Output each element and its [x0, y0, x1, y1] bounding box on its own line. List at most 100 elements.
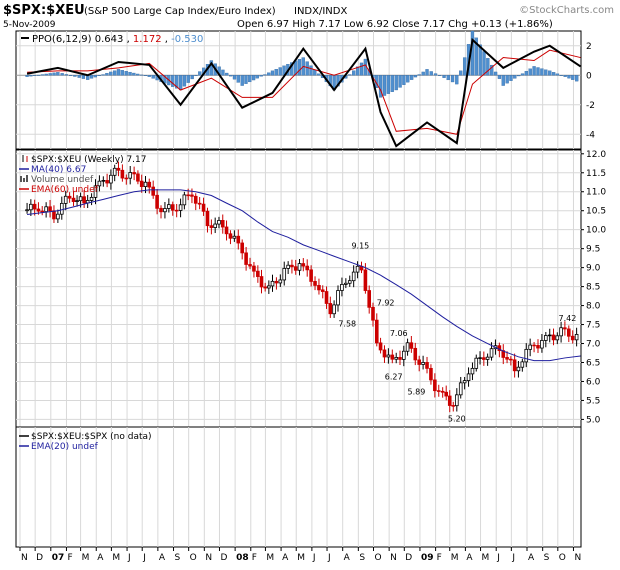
- price-bar: [574, 333, 579, 341]
- price-bar: [151, 186, 155, 196]
- ppo-hist-bar: [317, 73, 321, 76]
- price-bar: [386, 354, 391, 358]
- x-tick-label: O: [559, 553, 566, 563]
- price-bar: [259, 276, 264, 288]
- price-bar: [75, 200, 79, 202]
- price-bar: [512, 359, 517, 372]
- ppo-hist-bar: [517, 75, 521, 77]
- ppo-hist-bar: [228, 75, 233, 77]
- ppo-hist-bar: [382, 75, 387, 96]
- price-bar: [159, 207, 163, 213]
- ppo-hist-bar: [120, 70, 124, 76]
- ppo-hist-bar: [390, 75, 394, 92]
- price-annotation: 5.20: [448, 414, 466, 423]
- price-bar: [466, 373, 471, 381]
- price-bar: [116, 167, 121, 171]
- ppo-hist-bar: [232, 75, 237, 80]
- x-tick-label: D: [36, 553, 43, 563]
- x-tick-label: 09: [421, 553, 434, 563]
- price-bar: [244, 252, 248, 265]
- ppo-hist-bar: [97, 75, 101, 76]
- price-bar: [451, 405, 456, 407]
- ppo-legend: PPO(6,12,9) 0.643 , 1.172 , -0.530: [32, 34, 203, 45]
- x-tick-label: 07: [52, 553, 65, 563]
- ppo-hist-bar: [402, 75, 406, 85]
- price-bar: [536, 345, 540, 349]
- ppo-label: PPO(6,12,9): [32, 34, 92, 45]
- x-tick-label: M: [451, 553, 459, 563]
- ppo-y-tick-label: -2: [586, 101, 595, 111]
- ppo-hist-bar: [221, 69, 225, 76]
- price-bar: [378, 342, 383, 351]
- price-bar: [566, 328, 571, 337]
- price-bar: [417, 359, 421, 365]
- ppo-hist-bar: [509, 75, 513, 81]
- price-bar: [470, 367, 475, 375]
- x-tick-label: D: [405, 553, 412, 563]
- price-bar: [332, 304, 336, 315]
- ppo-y-tick-label: 0: [586, 71, 592, 81]
- x-tick-label: S: [544, 553, 550, 563]
- price-bar: [63, 195, 68, 204]
- ppo-hist-bar: [175, 75, 179, 89]
- ppo-hist-bar: [563, 75, 567, 77]
- price-bar: [462, 380, 467, 384]
- price-bar: [147, 181, 152, 188]
- ppo-hist-bar: [442, 75, 446, 78]
- ppo-hist-bar: [36, 74, 41, 76]
- ppo-hist-bar: [236, 75, 240, 83]
- price-bar: [224, 226, 229, 235]
- ppo-hist-bar: [421, 71, 425, 76]
- price-bar: [82, 196, 86, 204]
- x-tick-label: A: [466, 553, 473, 563]
- price-bar: [167, 204, 171, 209]
- ppo-hist-bar: [48, 73, 52, 76]
- ppo-hist-bar: [33, 75, 37, 76]
- ppo-hist-bar: [151, 75, 155, 79]
- ppo-hist-bar: [559, 75, 563, 76]
- ppo-hist-bar: [263, 74, 267, 76]
- price-annotation: 5.89: [408, 388, 426, 397]
- price-bar: [252, 265, 256, 272]
- chart-quote: Open 6.97 High 7.17 Low 6.92 Close 7.17 …: [237, 19, 553, 30]
- price-annotation: 7.58: [338, 319, 356, 328]
- ratio-frame: [15, 426, 582, 548]
- price-bar: [305, 265, 310, 271]
- x-tick-label: S: [359, 553, 365, 563]
- price-bar: [313, 281, 317, 286]
- ppo-hist-bar: [109, 71, 113, 76]
- ppo-hist-bar: [116, 69, 121, 76]
- ppo-hist-bar: [112, 70, 117, 76]
- price-bar: [440, 390, 445, 393]
- price-y-tick-label: 7.5: [586, 321, 600, 331]
- price-bar: [220, 220, 225, 228]
- ppo-hist-bar: [348, 74, 352, 76]
- price-bar: [425, 362, 429, 369]
- price-y-tick-label: 11.5: [586, 169, 606, 179]
- ppo-hist-bar: [56, 72, 60, 76]
- price-bar: [489, 348, 494, 358]
- price-bar: [105, 180, 109, 184]
- ppo-hist-bar: [540, 68, 544, 76]
- ppo-hist-bar: [198, 71, 202, 76]
- price-bar: [248, 264, 252, 267]
- price-bar: [520, 361, 525, 368]
- ppo-hist-bar: [459, 70, 463, 76]
- ppo-hist-bar: [44, 73, 48, 76]
- price-y-tick-label: 8.5: [586, 283, 600, 293]
- ppo-hist-bar: [532, 66, 536, 76]
- legend-key-volume: [23, 178, 25, 182]
- price-bar: [458, 382, 463, 396]
- ppo-hist-bar: [551, 72, 556, 76]
- price-bar: [390, 354, 395, 360]
- ppo-hist-bar: [378, 75, 383, 98]
- price-bar: [139, 180, 144, 187]
- ppo-hist-bar: [251, 75, 256, 81]
- price-bar: [401, 350, 406, 360]
- price-bar: [436, 390, 441, 392]
- price-y-axis: 12.0 11.5 11.0 10.5 10.0 9.5 9.0 8.5 8.0 7.5 7.0 6.…: [581, 150, 606, 425]
- price-frame: [15, 149, 582, 428]
- price-annotation: 6.27: [385, 373, 403, 382]
